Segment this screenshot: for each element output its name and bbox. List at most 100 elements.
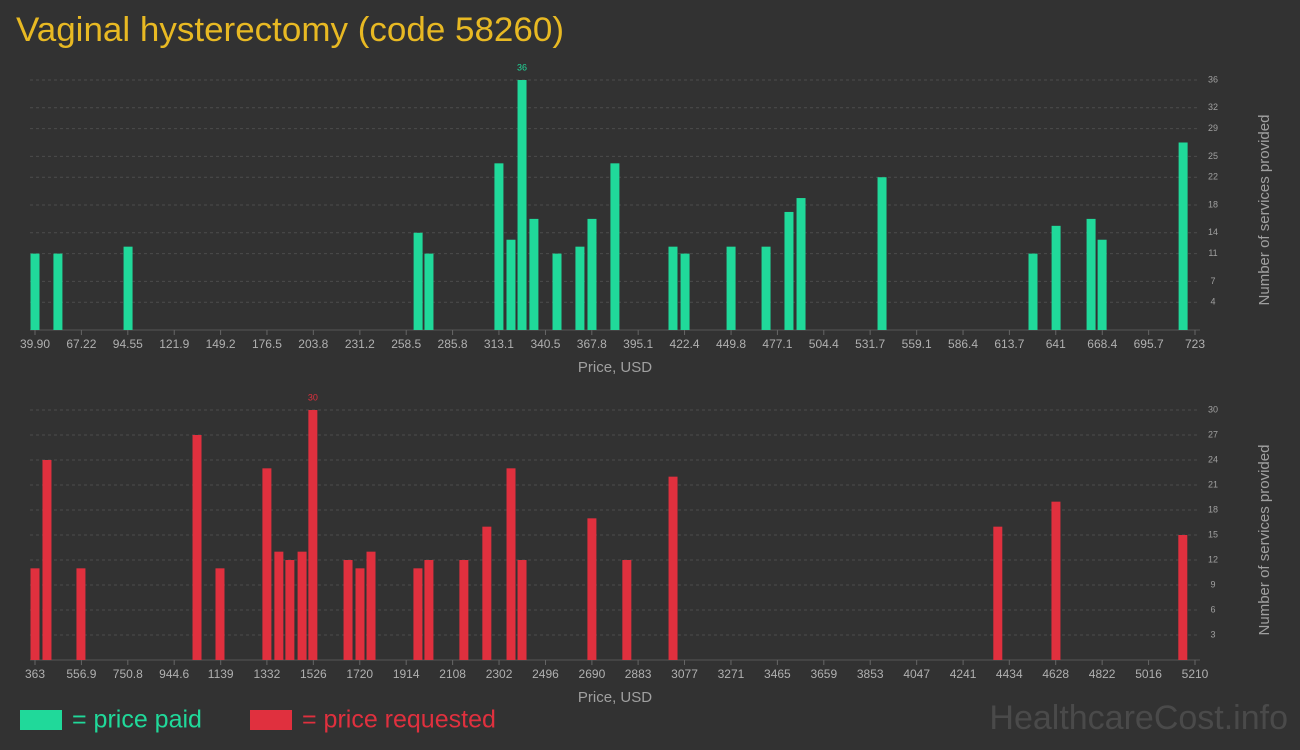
x-tick-label: 94.55 — [113, 337, 143, 351]
bar — [482, 526, 492, 660]
y-tick-label: 15 — [1208, 529, 1218, 539]
x-tick-label: 3659 — [810, 667, 837, 681]
x-tick-label: 4434 — [996, 667, 1023, 681]
bar — [424, 253, 434, 330]
bar — [877, 177, 887, 330]
bar — [413, 232, 423, 330]
x-tick-label: 3465 — [764, 667, 791, 681]
bar — [622, 560, 632, 660]
bar — [1051, 501, 1061, 660]
x-tick-label: 5210 — [1182, 667, 1209, 681]
bar — [552, 253, 562, 330]
bar — [1086, 218, 1096, 330]
bar — [680, 253, 690, 330]
x-tick-label: 1332 — [254, 667, 281, 681]
y-tick-label: 14 — [1208, 227, 1218, 237]
bar — [285, 560, 295, 660]
bar — [30, 253, 40, 330]
bar — [1028, 253, 1038, 330]
legend-swatch — [20, 710, 62, 730]
max-label: 30 — [308, 392, 318, 402]
y-tick-label: 6 — [1210, 604, 1215, 614]
x-tick-label: 449.8 — [716, 337, 746, 351]
x-tick-label: 586.4 — [948, 337, 978, 351]
y-tick-label: 18 — [1208, 199, 1218, 209]
bar — [506, 468, 516, 660]
x-tick-label: 556.9 — [66, 667, 96, 681]
y-tick-label: 25 — [1208, 151, 1218, 161]
y-tick-label: 36 — [1208, 74, 1218, 84]
x-tick-label: 367.8 — [577, 337, 607, 351]
x-tick-label: 4628 — [1042, 667, 1069, 681]
bar — [575, 246, 585, 330]
bar — [274, 551, 284, 660]
x-tick-label: 668.4 — [1087, 337, 1117, 351]
bar — [343, 560, 353, 660]
bar — [506, 239, 516, 330]
bar — [517, 80, 527, 330]
y-tick-label: 9 — [1210, 579, 1215, 589]
x-tick-label: 4047 — [903, 667, 930, 681]
x-tick-label: 3077 — [671, 667, 698, 681]
x-tick-label: 313.1 — [484, 337, 514, 351]
y-tick-label: 7 — [1210, 276, 1215, 286]
x-tick-label: 3853 — [857, 667, 884, 681]
y-tick-label: 32 — [1208, 102, 1218, 112]
bar — [517, 560, 527, 660]
x-tick-label: 723 — [1185, 337, 1205, 351]
x-tick-label: 695.7 — [1134, 337, 1164, 351]
x-tick-label: 477.1 — [762, 337, 792, 351]
bar — [587, 218, 597, 330]
x-tick-label: 203.8 — [298, 337, 328, 351]
bar — [53, 253, 63, 330]
bar — [42, 460, 52, 660]
bar — [262, 468, 272, 660]
bar — [459, 560, 469, 660]
y-tick-label: 27 — [1208, 429, 1218, 439]
bar — [1178, 142, 1188, 330]
bar — [424, 560, 434, 660]
bar — [668, 246, 678, 330]
x-tick-label: 231.2 — [345, 337, 375, 351]
y-tick-label: 30 — [1208, 404, 1218, 414]
bar — [529, 218, 539, 330]
x-tick-label: 1139 — [208, 667, 234, 681]
bar — [993, 526, 1003, 660]
bar — [1051, 225, 1061, 330]
bar — [192, 435, 202, 660]
x-tick-label: 340.5 — [530, 337, 560, 351]
bar — [796, 198, 806, 330]
y-tick-label: 18 — [1208, 504, 1218, 514]
x-tick-label: 4822 — [1089, 667, 1116, 681]
x-tick-label: 504.4 — [809, 337, 839, 351]
bar — [1097, 239, 1107, 330]
bar — [784, 211, 794, 330]
x-tick-label: 5016 — [1135, 667, 1162, 681]
x-tick-label: 559.1 — [902, 337, 932, 351]
bar — [587, 518, 597, 660]
y-tick-label: 12 — [1208, 554, 1218, 564]
x-tick-label: 149.2 — [206, 337, 236, 351]
watermark: HealthcareCost.info — [989, 699, 1288, 737]
y-tick-label: 4 — [1210, 297, 1215, 307]
x-tick-label: 395.1 — [623, 337, 653, 351]
x-tick-label: 1526 — [300, 667, 327, 681]
x-tick-label: 121.9 — [159, 337, 189, 351]
x-tick-label: 67.22 — [66, 337, 96, 351]
bar — [215, 568, 225, 660]
bar — [494, 163, 504, 330]
max-label: 36 — [517, 62, 527, 72]
bar — [413, 568, 423, 660]
x-tick-label: 39.90 — [20, 337, 50, 351]
bar — [726, 246, 736, 330]
x-tick-label: 3271 — [718, 667, 745, 681]
x-tick-label: 176.5 — [252, 337, 282, 351]
x-tick-label: 4241 — [950, 667, 977, 681]
y-axis-label: Number of services provided — [1256, 115, 1273, 306]
chart-title: Vaginal hysterectomy (code 58260) — [16, 11, 564, 49]
x-tick-label: 422.4 — [670, 337, 700, 351]
x-tick-label: 363 — [25, 667, 45, 681]
legend-label: = price requested — [302, 706, 496, 734]
x-tick-label: 2496 — [532, 667, 559, 681]
